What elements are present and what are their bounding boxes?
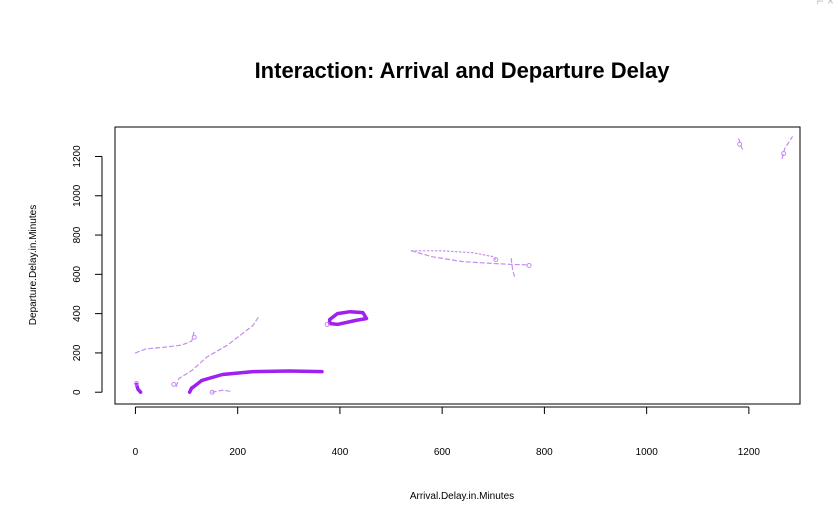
plot-frame — [114, 126, 801, 405]
series-line-9 — [510, 258, 516, 278]
data-point-0-1 — [171, 381, 177, 387]
series-line-2 — [134, 382, 143, 394]
series-line-8 — [410, 250, 497, 261]
series-line-5 — [175, 317, 259, 387]
series-line-1 — [187, 386, 194, 394]
series-line-6 — [211, 389, 231, 393]
series-line-3 — [327, 309, 369, 327]
chart-title: Interaction: Arrival and Departure Delay — [255, 58, 671, 83]
y-tick-label-200: 200 — [72, 344, 83, 361]
x-tick-label-200: 200 — [229, 447, 246, 458]
series-line-10 — [738, 138, 745, 153]
y-tick-label-400: 400 — [72, 305, 83, 322]
data-point-0-6 — [324, 321, 330, 327]
data-point-0-5 — [781, 151, 787, 157]
y-axis: 0 200 400 600 800 1000 1200 — [72, 145, 103, 395]
y-tick-label-800: 800 — [72, 226, 83, 243]
y-axis-label: Departure.Delay.in.Minutes — [28, 205, 39, 325]
y-tick-label-1000: 1000 — [72, 184, 83, 207]
x-axis-label: Arrival.Delay.in.Minutes — [410, 491, 514, 502]
x-tick-label-400: 400 — [332, 447, 349, 458]
x-tick-label-0: 0 — [133, 447, 139, 458]
x-axis: 0 200 400 600 800 1000 1200 — [133, 406, 761, 458]
x-tick-label-800: 800 — [536, 447, 553, 458]
series-line-7 — [410, 250, 530, 266]
y-tick-label-1200: 1200 — [72, 145, 83, 168]
x-tick-label-1200: 1200 — [738, 447, 761, 458]
x-tick-label-600: 600 — [434, 447, 451, 458]
data-point-0-3 — [526, 263, 532, 268]
data-point-0-7 — [133, 380, 139, 386]
curve-layer — [133, 136, 793, 395]
series-line-0 — [189, 369, 324, 391]
data-point-0-4 — [737, 141, 743, 147]
data-point-0-0 — [191, 334, 197, 340]
window-corner-mark: ⌐ × — [816, 0, 834, 8]
data-point-0-2 — [493, 257, 499, 263]
y-tick-label-600: 600 — [72, 266, 83, 283]
x-tick-label-1000: 1000 — [636, 447, 659, 458]
data-point-0-8 — [209, 389, 215, 395]
y-tick-label-0: 0 — [72, 389, 83, 395]
series-line-4 — [134, 330, 195, 354]
